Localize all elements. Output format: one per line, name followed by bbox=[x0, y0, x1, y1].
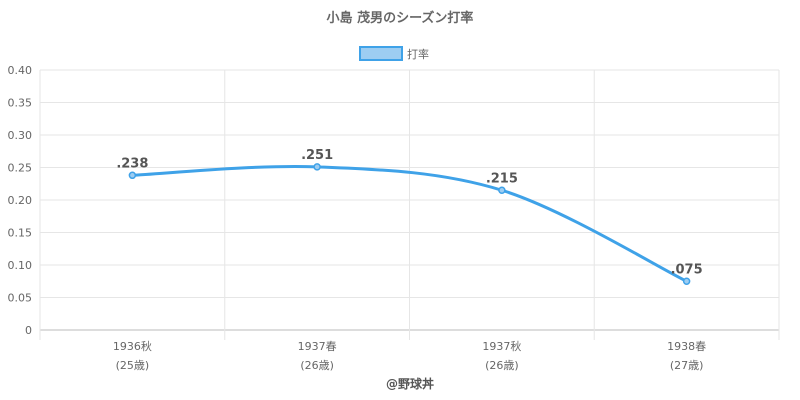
x-axis: 1936秋 (25歳) 1937春 (26歳) 1937秋 (26歳) 1938春 (27歳) bbox=[113, 339, 706, 372]
legend-swatch[interactable] bbox=[359, 46, 403, 61]
data-label: .251 bbox=[301, 148, 333, 163]
y-tick-label: 0.15 bbox=[8, 227, 33, 240]
y-tick-label: 0.35 bbox=[8, 97, 33, 110]
data-point[interactable] bbox=[313, 163, 321, 171]
x-tick-label: 1938春 bbox=[667, 340, 706, 353]
legend-label[interactable]: 打率 bbox=[407, 47, 429, 61]
y-tick-label: 0 bbox=[25, 324, 32, 337]
data-point[interactable] bbox=[498, 186, 506, 194]
data-point[interactable] bbox=[682, 277, 691, 285]
grid bbox=[39, 69, 780, 340]
x-tick-label: 1937春 bbox=[298, 340, 337, 353]
credit-text: @野球丼 bbox=[386, 376, 434, 391]
y-tick-label: 0.30 bbox=[8, 129, 33, 142]
y-tick-label: 0.25 bbox=[8, 162, 33, 175]
data-point[interactable] bbox=[128, 171, 137, 180]
x-tick-sublabel: (25歳) bbox=[116, 359, 150, 372]
x-tick-label: 1937秋 bbox=[482, 339, 521, 353]
x-tick-sublabel: (27歳) bbox=[670, 359, 704, 372]
y-axis: 0 0.05 0.10 0.15 0.20 0.25 0.30 0.35 0.40 bbox=[8, 64, 33, 337]
series-batting-average bbox=[128, 163, 691, 285]
chart-title: 小島 茂男のシーズン打率 bbox=[327, 10, 474, 26]
series-line bbox=[132, 164, 688, 283]
y-tick-label: 0.20 bbox=[8, 194, 33, 207]
data-label: .215 bbox=[486, 171, 518, 186]
x-tick-sublabel: (26歳) bbox=[300, 359, 334, 372]
y-tick-label: 0.40 bbox=[8, 64, 33, 77]
data-labels: .238 .251 .215 .075 bbox=[116, 148, 702, 277]
legend[interactable]: 打率 bbox=[359, 46, 429, 61]
y-tick-label: 0.10 bbox=[8, 259, 33, 272]
y-tick-label: 0.05 bbox=[8, 292, 33, 305]
x-tick-sublabel: (26歳) bbox=[485, 359, 519, 372]
x-tick-label: 1936秋 bbox=[113, 339, 152, 353]
data-label: .075 bbox=[671, 262, 703, 277]
data-label: .238 bbox=[116, 156, 148, 171]
